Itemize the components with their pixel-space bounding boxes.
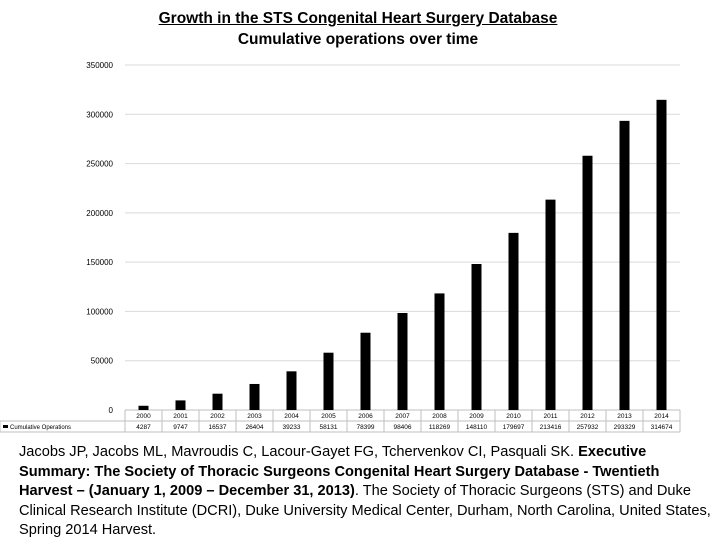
x-category-label: 2009 [469,413,484,420]
bar-chart: 0 50000 100000 150000 200000 250000 300000 3500… [0,61,681,433]
bar [545,199,556,410]
y-tick-label: 50000 [91,357,114,366]
data-value-label: 293329 [614,424,636,431]
x-category-label: 2000 [136,413,151,420]
data-value-label: 314674 [651,424,673,431]
x-category-label: 2001 [173,413,188,420]
bar [508,232,519,410]
data-value-label: 148110 [466,424,488,431]
x-category-label: 2006 [358,413,373,420]
data-value-label: 98406 [393,424,411,431]
bar [434,293,445,410]
y-tick-label: 250000 [86,160,113,169]
y-tick-label: 350000 [86,61,113,70]
x-category-label: 2011 [544,413,558,420]
x-category-label: 2003 [247,413,262,420]
data-value-label: 179697 [503,424,525,431]
citation-caption: Jacobs JP, Jacobs ML, Mavroudis C, Lacou… [19,443,715,541]
bar [212,393,223,410]
bar [582,155,593,410]
legend-label: Cumulative Operations [10,425,71,431]
citation-authors: Jacobs JP, Jacobs ML, Mavroudis C, Lacou… [19,444,575,460]
y-tick-label: 100000 [86,307,113,316]
x-category-label: 2012 [580,413,595,420]
data-value-label: 118269 [429,424,451,431]
y-tick-label: 0 [109,406,114,415]
bar [619,120,630,410]
x-category-label: 2005 [321,413,336,420]
bar [397,312,408,410]
citation-title: Executive Summary: The Society of Thorac… [19,444,660,499]
y-tick-label: 200000 [86,209,113,218]
bar [471,264,482,410]
x-category-label: 2002 [210,413,225,420]
y-tick-label: 150000 [86,258,113,267]
x-category-label: 2008 [432,413,447,420]
bar [175,400,186,410]
data-value-label: 39233 [282,424,300,431]
x-category-label: 2013 [617,413,632,420]
data-value-label: 78399 [356,424,374,431]
chart-subtitle: Cumulative operations over time [237,31,479,48]
bar [286,371,297,410]
bar [323,352,334,410]
y-tick-label: 300000 [86,110,113,119]
citation-rest: . The Society of Thoracic Surgeons (STS)… [19,483,711,538]
x-category-label: 2010 [506,413,521,420]
x-category-label: 2014 [654,413,669,420]
data-value-label: 257932 [577,424,599,431]
data-value-label: 213416 [540,424,562,431]
legend-swatch [3,425,8,428]
data-value-label: 26404 [245,424,263,431]
bar [249,383,260,410]
x-category-label: 2004 [284,413,299,420]
data-value-label: 58131 [319,424,337,431]
chart-title: Growth in the STS Congenital Heart Surge… [158,10,558,27]
bar [656,99,667,410]
data-value-label: 16537 [208,424,226,431]
bar [138,405,149,410]
data-value-label: 9747 [173,424,188,431]
data-value-label: 4287 [136,424,151,431]
bar [360,332,371,410]
x-category-label: 2007 [395,413,410,420]
